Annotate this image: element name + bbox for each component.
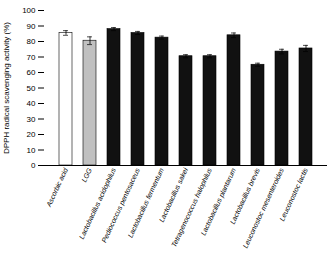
svg-text:Leuconostoc mesenteroides: Leuconostoc mesenteroides <box>242 166 286 249</box>
svg-text:Lactobacillus fermentum: Lactobacillus fermentum <box>127 167 165 239</box>
svg-text:Tetragenococcus halophilus: Tetragenococcus halophilus <box>170 166 214 248</box>
svg-text:60: 60 <box>27 68 36 77</box>
svg-text:LGG: LGG <box>80 166 93 183</box>
svg-text:Lactobacillus sakei: Lactobacillus sakei <box>157 166 189 224</box>
svg-text:Lactobacillus plantarum: Lactobacillus plantarum <box>200 167 238 237</box>
svg-text:Lactobacillus brevis: Lactobacillus brevis <box>228 166 261 226</box>
svg-text:80: 80 <box>27 37 36 46</box>
svg-text:Leuconostoc lactis: Leuconostoc lactis <box>278 166 309 222</box>
svg-text:Ascorbic acid: Ascorbic acid <box>45 166 70 209</box>
svg-text:DPPH radical scavenging activi: DPPH radical scavenging activity (%) <box>2 22 11 154</box>
svg-text:50: 50 <box>27 84 36 93</box>
svg-text:Lactobacillus acidophilus: Lactobacillus acidophilus <box>77 166 117 241</box>
svg-text:10: 10 <box>27 146 36 155</box>
svg-text:70: 70 <box>27 53 36 62</box>
svg-text:Pediococcus pentosaceus: Pediococcus pentosaceus <box>100 166 141 244</box>
svg-text:0: 0 <box>31 161 36 170</box>
svg-text:90: 90 <box>27 22 36 31</box>
svg-text:40: 40 <box>27 99 36 108</box>
svg-text:20: 20 <box>27 130 36 139</box>
svg-text:100: 100 <box>22 6 36 15</box>
svg-text:30: 30 <box>27 115 36 124</box>
